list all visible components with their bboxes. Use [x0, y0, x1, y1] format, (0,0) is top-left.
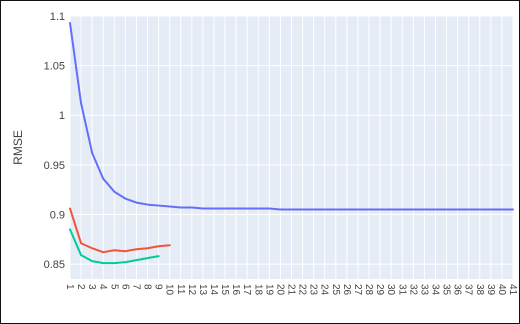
x-tick-label: 39 [485, 284, 496, 296]
x-tick-label: 33 [418, 284, 429, 296]
x-tick-label: 31 [396, 284, 407, 296]
x-tick-label: 4 [97, 284, 108, 290]
x-tick-label: 22 [297, 284, 308, 296]
x-tick-label: 20 [274, 284, 285, 296]
x-tick-label: 32 [407, 284, 418, 296]
series-line-1 [69, 21, 514, 211]
x-tick-label: 9 [153, 284, 164, 290]
x-tick-label: 5 [108, 284, 119, 290]
y-tick-label: 0.9 [50, 209, 65, 221]
x-axis-ticks: 1 2 3 4 5 6 7 8 9 10 11 12 13 14 15 16 17 18 19 20 21 22 23 24 2… [64, 284, 518, 296]
y-tick-label: 0.85 [44, 259, 65, 271]
x-tick-label: 6 [119, 284, 130, 290]
x-tick-label: 2 [75, 284, 86, 290]
x-tick-label: 8 [142, 284, 153, 290]
x-tick-label: 1 [64, 284, 75, 290]
x-tick-label: 23 [308, 284, 319, 296]
x-tick-label: 25 [330, 284, 341, 296]
y-tick-label: 1 [59, 110, 65, 122]
x-tick-label: 27 [352, 284, 363, 296]
x-tick-label: 18 [252, 284, 263, 296]
x-tick-label: 29 [374, 284, 385, 296]
gridlines [69, 15, 514, 279]
x-tick-label: 21 [286, 284, 297, 296]
x-tick-label: 14 [208, 284, 219, 296]
series-line-3 [69, 228, 160, 265]
x-tick-label: 36 [452, 284, 463, 296]
x-tick-label: 17 [241, 284, 252, 296]
series-lines [69, 21, 514, 265]
x-tick-label: 30 [385, 284, 396, 296]
y-axis-ticks: 0.85 0.9 0.95 1 1.05 1.1 [44, 11, 65, 271]
x-tick-label: 34 [429, 284, 440, 296]
x-tick-label: 35 [441, 284, 452, 296]
x-tick-label: 10 [164, 284, 175, 296]
y-tick-label: 1.05 [44, 61, 65, 73]
y-axis-title: RMSE [11, 130, 25, 165]
x-tick-label: 13 [197, 284, 208, 296]
x-tick-label: 24 [319, 284, 330, 296]
x-tick-label: 26 [341, 284, 352, 296]
x-tick-label: 12 [186, 284, 197, 296]
x-tick-label: 37 [463, 284, 474, 296]
y-tick-label: 1.1 [50, 11, 65, 23]
y-tick-label: 0.95 [44, 160, 65, 172]
x-tick-label: 15 [219, 284, 230, 296]
x-tick-label: 41 [507, 284, 518, 296]
x-tick-label: 38 [474, 284, 485, 296]
x-tick-label: 19 [263, 284, 274, 296]
x-tick-label: 11 [175, 284, 186, 295]
x-tick-label: 3 [86, 284, 97, 290]
x-tick-label: 28 [363, 284, 374, 296]
x-tick-label: 40 [496, 284, 507, 296]
x-tick-label: 7 [130, 284, 141, 290]
x-tick-label: 16 [230, 284, 241, 296]
series-line-2 [69, 207, 171, 254]
